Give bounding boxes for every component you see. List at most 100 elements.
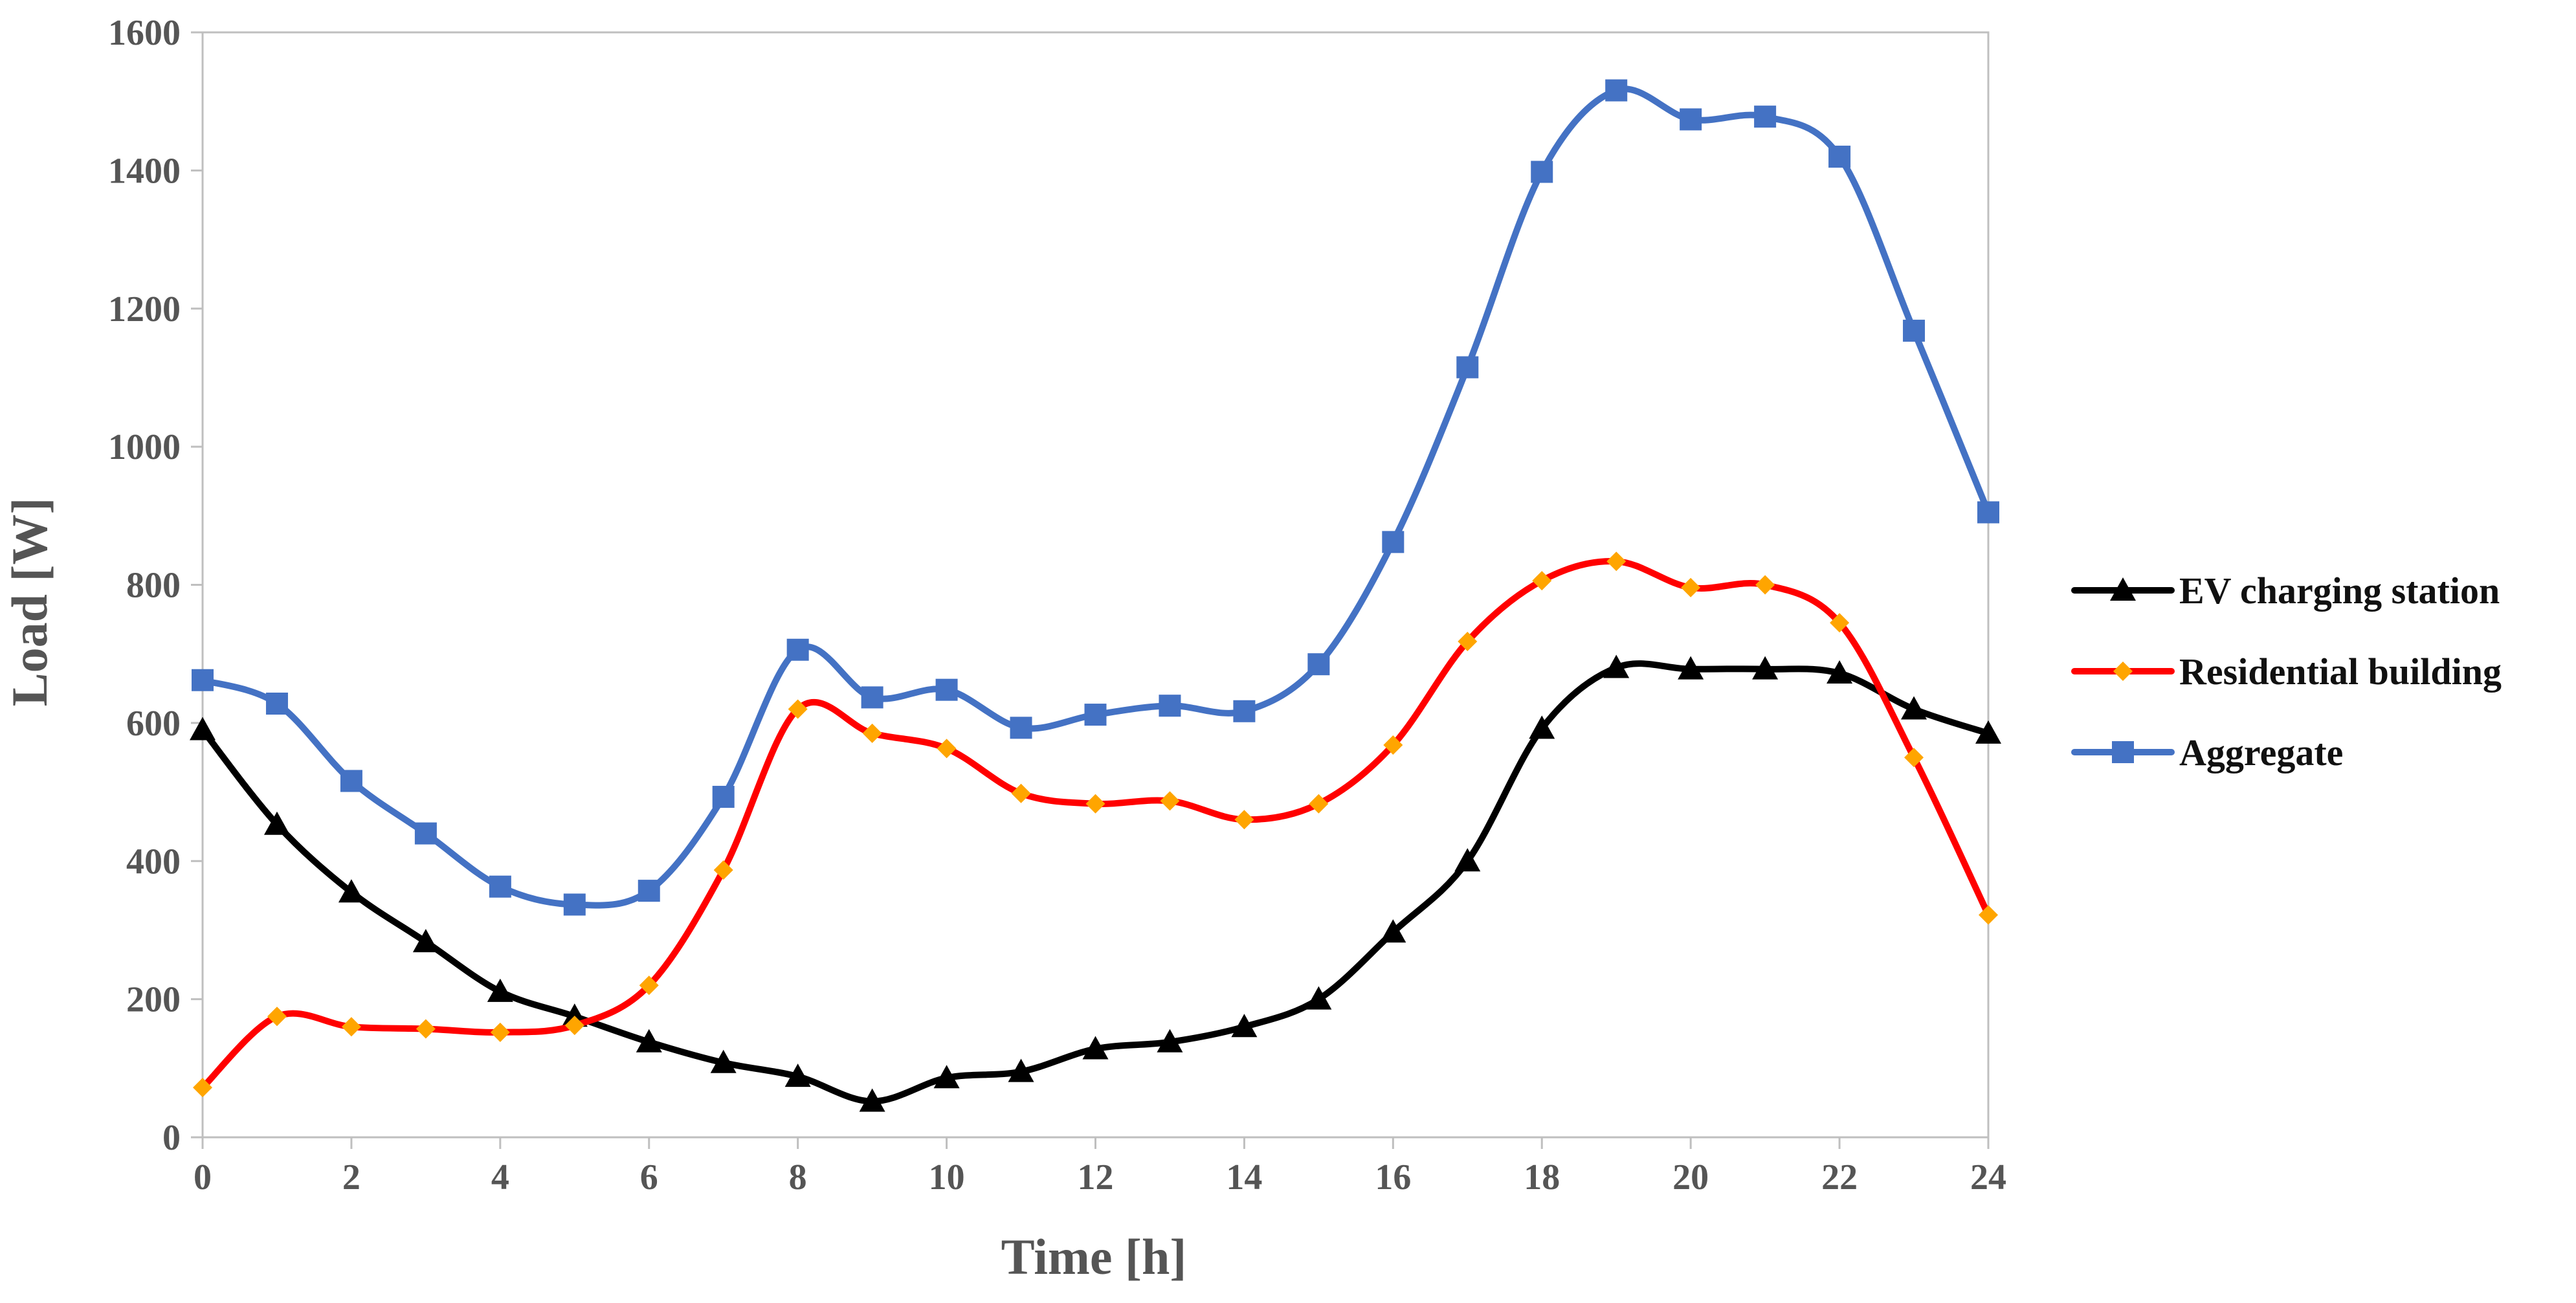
legend-label-aggregate: Aggregate (2179, 731, 2343, 774)
data-point-ev-charging-station (1305, 986, 1332, 1010)
data-point-ev-charging-station (190, 717, 216, 741)
data-point-ev-charging-station (1975, 720, 2001, 744)
data-point-ev-charging-station (784, 1064, 811, 1087)
y-tick-label: 0 (162, 1118, 181, 1158)
data-point-ev-charging-station (263, 811, 290, 835)
data-point-ev-charging-station (933, 1065, 960, 1089)
data-point-ev-charging-station (1008, 1058, 1034, 1082)
data-point-ev-charging-station (859, 1088, 885, 1112)
legend-label-residential-building: Residential building (2179, 651, 2502, 693)
data-point-residential-building (788, 699, 808, 719)
data-point-residential-building (713, 860, 733, 880)
legend-marker-residential-building (2113, 662, 2133, 681)
series-aggregate (192, 79, 1999, 916)
x-tick-label: 6 (640, 1157, 658, 1197)
data-point-aggregate (1382, 531, 1405, 553)
legend-item-ev-charging-station: EV charging station (2071, 570, 2500, 612)
data-point-aggregate (192, 669, 214, 691)
x-tick-label: 0 (194, 1157, 212, 1197)
x-tick-label: 22 (1821, 1157, 1858, 1197)
x-tick-label: 20 (1672, 1157, 1709, 1197)
data-point-ev-charging-station (636, 1029, 662, 1052)
data-point-residential-building (1904, 748, 1924, 768)
x-tick-label: 18 (1524, 1157, 1560, 1197)
data-point-ev-charging-station (487, 978, 513, 1002)
y-tick-label: 200 (126, 980, 181, 1020)
data-point-residential-building (267, 1007, 287, 1027)
y-axis-title: Load [W] (1, 498, 58, 707)
series-residential-building (193, 551, 1998, 1098)
data-point-aggregate (861, 686, 883, 709)
data-point-residential-building (1309, 794, 1329, 814)
y-tick-label: 1400 (108, 151, 181, 191)
data-point-aggregate (1754, 106, 1777, 128)
y-tick-label: 1000 (108, 427, 181, 467)
x-tick-label: 12 (1078, 1157, 1114, 1197)
data-point-ev-charging-station (412, 929, 439, 953)
data-point-aggregate (1233, 700, 1256, 722)
data-point-aggregate (1159, 695, 1181, 717)
data-point-ev-charging-station (1603, 654, 1630, 678)
y-tick-label: 1600 (108, 13, 181, 53)
data-point-residential-building (193, 1078, 212, 1098)
data-point-residential-building (639, 975, 659, 996)
data-point-residential-building (564, 1016, 584, 1036)
data-point-aggregate (489, 875, 511, 898)
data-point-residential-building (1979, 905, 1998, 925)
data-point-ev-charging-station (1157, 1029, 1183, 1052)
y-tick-label: 1200 (108, 289, 181, 329)
legend: EV charging station Residential building A… (2071, 570, 2502, 774)
data-point-ev-charging-station (338, 879, 364, 903)
data-point-aggregate (1903, 319, 1926, 342)
x-tick-label: 8 (789, 1157, 807, 1197)
data-point-residential-building (1830, 613, 1850, 633)
data-point-aggregate (563, 893, 586, 916)
data-point-residential-building (1160, 791, 1180, 811)
series-line-residential-building (199, 558, 1992, 1091)
data-point-residential-building (1234, 810, 1254, 830)
data-point-residential-building (341, 1017, 361, 1037)
legend-marker-ev-charging-station (2110, 577, 2136, 601)
data-point-aggregate (638, 880, 660, 902)
legend-item-residential-building: Residential building (2071, 651, 2502, 693)
data-point-ev-charging-station (710, 1049, 737, 1073)
legend-label-ev-charging-station: EV charging station (2179, 570, 2500, 612)
data-point-residential-building (416, 1019, 436, 1039)
data-point-residential-building (1606, 551, 1627, 572)
x-axis-title: Time [h] (1001, 1229, 1187, 1285)
data-point-ev-charging-station (1827, 660, 1853, 684)
data-point-ev-charging-station (1082, 1036, 1109, 1060)
data-point-aggregate (1531, 161, 1553, 183)
data-point-ev-charging-station (1678, 656, 1704, 680)
data-point-aggregate (340, 770, 362, 792)
data-point-residential-building (1011, 783, 1031, 803)
data-point-aggregate (1977, 501, 1999, 524)
data-point-residential-building (1383, 735, 1403, 755)
data-point-aggregate (786, 638, 809, 661)
data-point-ev-charging-station (1380, 919, 1406, 943)
data-point-aggregate (1680, 108, 1702, 131)
x-tick-label: 4 (491, 1157, 509, 1197)
data-point-residential-building (1681, 577, 1701, 597)
x-tick-label: 10 (929, 1157, 965, 1197)
data-point-aggregate (1307, 653, 1330, 676)
data-point-residential-building (490, 1022, 510, 1042)
x-tick-label: 16 (1375, 1157, 1411, 1197)
data-point-residential-building (1755, 575, 1775, 595)
series-layer (190, 79, 2001, 1112)
data-point-residential-building (1458, 631, 1478, 651)
data-point-aggregate (1084, 704, 1107, 726)
data-point-ev-charging-station (1752, 656, 1779, 680)
x-tick-label: 24 (1970, 1157, 2006, 1197)
y-tick-label: 800 (126, 566, 181, 606)
x-tick-label: 14 (1226, 1157, 1262, 1197)
data-point-aggregate (265, 693, 288, 715)
data-point-aggregate (935, 678, 958, 701)
x-tick-label: 2 (342, 1157, 361, 1197)
legend-marker-aggregate (2112, 741, 2134, 763)
data-point-residential-building (1532, 571, 1552, 591)
data-point-ev-charging-station (1901, 696, 1927, 720)
data-point-aggregate (1605, 79, 1628, 102)
